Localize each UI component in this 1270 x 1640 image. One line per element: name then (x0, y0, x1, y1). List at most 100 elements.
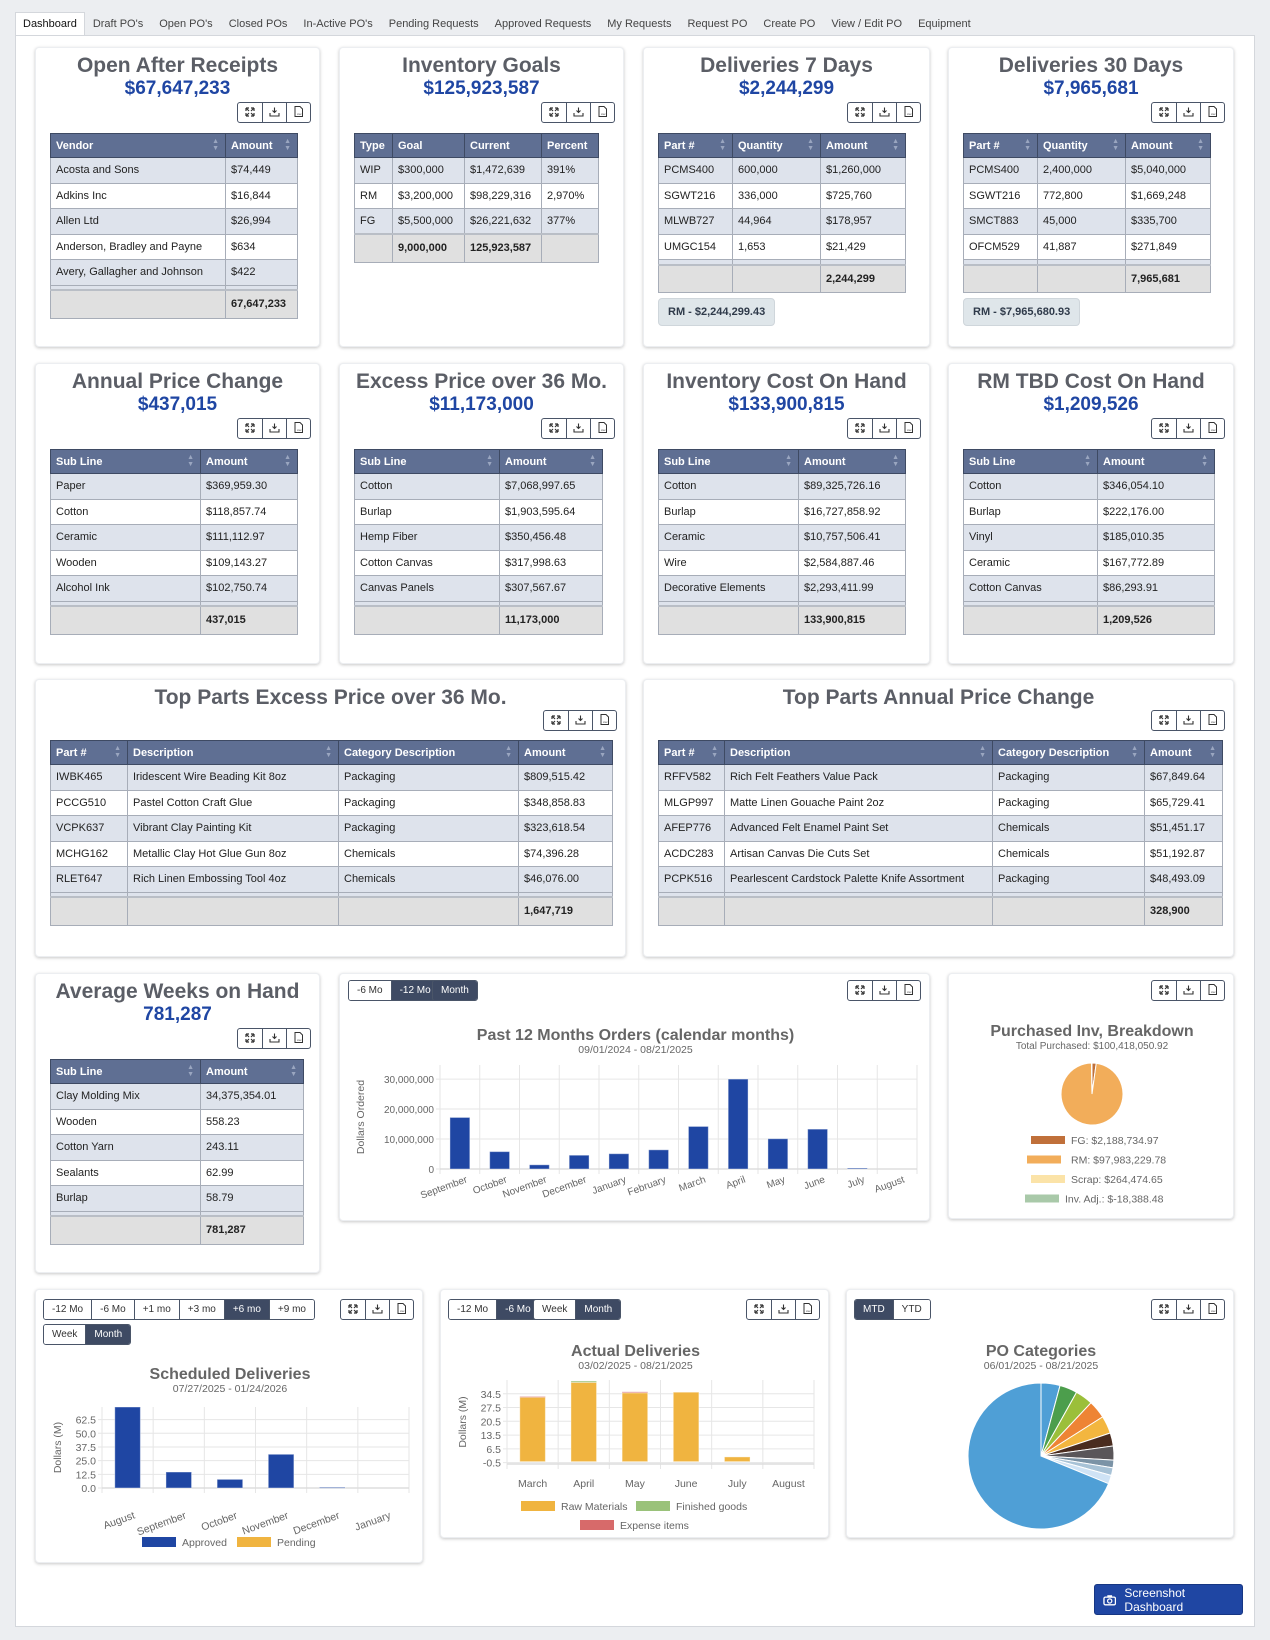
column-header[interactable]: Amount ▲ ▼ (820, 133, 906, 158)
column-header[interactable]: Vendor ▲ ▼ (50, 133, 226, 158)
range-button-month[interactable]: Month (575, 1300, 621, 1319)
table-row[interactable]: Adkins Inc $16,844 (50, 182, 298, 209)
table-row[interactable]: Clay Molding Mix 34,375,354.01 (50, 1083, 304, 1110)
range-button-week[interactable]: Week (534, 1300, 576, 1319)
download-button[interactable] (872, 419, 896, 438)
expand-button[interactable] (848, 419, 872, 438)
bar[interactable] (165, 1471, 193, 1489)
table-row[interactable]: UMGC154 1,653 $21,429 (658, 233, 906, 260)
bar[interactable] (672, 1391, 700, 1463)
tab-view-edit-po[interactable]: View / Edit PO (831, 18, 903, 30)
table-row[interactable]: Canvas Panels $307,567.67 (354, 575, 603, 602)
column-header[interactable]: Sub Line ▲ ▼ (50, 1059, 201, 1084)
range-button--12-mo[interactable]: -12 Mo (44, 1300, 92, 1319)
column-header[interactable]: Amount ▲ ▼ (499, 449, 603, 474)
range-button--6-mo[interactable]: -6 Mo (496, 1300, 539, 1319)
range-button--1-mo[interactable]: +1 mo (133, 1300, 179, 1319)
csv-file-button[interactable]: csv (1200, 711, 1224, 730)
bar[interactable] (519, 1396, 546, 1398)
csv-file-button[interactable]: csv (590, 103, 614, 122)
table-row[interactable]: PCCG510 Pastel Cotton Craft Glue Packaging… (50, 789, 613, 816)
download-button[interactable] (1176, 1300, 1200, 1319)
bar[interactable] (519, 1396, 546, 1463)
expand-button[interactable] (848, 103, 872, 122)
table-row[interactable]: Wooden 558.23 (50, 1108, 304, 1135)
bar[interactable] (489, 1151, 511, 1170)
table-row[interactable]: IWBK465 Iridescent Wire Beading Kit 8oz Pa… (50, 764, 613, 791)
csv-file-button[interactable]: csv (590, 419, 614, 438)
range-button-mtd[interactable]: MTD (855, 1300, 893, 1319)
tab-my-requests[interactable]: My Requests (607, 18, 672, 30)
table-row[interactable]: Burlap $222,176.00 (963, 498, 1215, 525)
csv-file-button[interactable]: csv (1200, 981, 1224, 1000)
table-row[interactable]: Sealants 62.99 (50, 1159, 304, 1186)
table-row[interactable]: Cotton Yarn 243.11 (50, 1134, 304, 1161)
table-row[interactable]: PCPK516 Pearlescent Cardstock Palette Kni… (658, 866, 1223, 893)
range-button--6-mo[interactable]: -6 Mo (349, 981, 391, 1000)
csv-file-button[interactable]: csv (896, 419, 920, 438)
expand-button[interactable] (747, 1300, 771, 1319)
table-row[interactable]: Vinyl $185,010.35 (963, 524, 1215, 551)
column-header[interactable]: Amount ▲ ▼ (518, 740, 613, 765)
download-button[interactable] (872, 103, 896, 122)
bar[interactable] (723, 1456, 751, 1463)
column-header[interactable]: Sub Line ▲ ▼ (963, 449, 1098, 474)
tab-open-po-s[interactable]: Open PO's (159, 18, 213, 30)
tab-request-po[interactable]: Request PO (687, 18, 748, 30)
table-row[interactable]: ACDC283 Artisan Canvas Die Cuts Set Chemic… (658, 840, 1223, 867)
screenshot-dashboard-button[interactable]: Screenshot Dashboard (1094, 1584, 1243, 1615)
tab-dashboard[interactable]: Dashboard (15, 12, 85, 36)
tab-equipment[interactable]: Equipment (918, 18, 971, 30)
expand-button[interactable] (341, 1300, 365, 1319)
table-row[interactable]: AFEP776 Advanced Felt Enamel Paint Set Che… (658, 815, 1223, 842)
expand-button[interactable] (1152, 103, 1176, 122)
table-row[interactable]: Alcohol Ink $102,750.74 (50, 575, 298, 602)
bar[interactable] (727, 1078, 749, 1170)
bar[interactable] (846, 1167, 868, 1170)
range-button--3-mo[interactable]: +3 mo (178, 1300, 224, 1319)
tab-closed-pos[interactable]: Closed POs (228, 18, 288, 30)
table-row[interactable]: Paper $369,959.30 (50, 473, 298, 500)
range-button-month[interactable]: Month (433, 981, 477, 1000)
csv-file-button[interactable]: csv (896, 103, 920, 122)
column-header[interactable]: Amount ▲ ▼ (200, 1059, 304, 1084)
range-button--6-mo[interactable]: +6 mo (223, 1300, 269, 1319)
table-row[interactable]: Wooden $109,143.27 (50, 549, 298, 576)
expand-button[interactable] (1152, 419, 1176, 438)
table-row[interactable]: Ceramic $10,757,506.41 (658, 524, 906, 551)
table-row[interactable]: WIP $300,000 $1,472,639 391% (354, 157, 599, 184)
expand-button[interactable] (238, 419, 262, 438)
table-row[interactable]: VCPK637 Vibrant Clay Painting Kit Packagin… (50, 815, 613, 842)
table-row[interactable]: RM $3,200,000 $98,229,316 2,970% (354, 182, 599, 209)
column-header[interactable]: Description ▲ ▼ (127, 740, 339, 765)
table-row[interactable]: Ceramic $167,772.89 (963, 549, 1215, 576)
table-row[interactable]: Cotton $89,325,726.16 (658, 473, 906, 500)
table-row[interactable]: Cotton Canvas $86,293.91 (963, 575, 1215, 602)
bar[interactable] (114, 1406, 141, 1489)
range-button-month[interactable]: Month (85, 1325, 131, 1344)
column-header[interactable]: Amount ▲ ▼ (1144, 740, 1223, 765)
pie-slice[interactable] (967, 1382, 1110, 1530)
column-header[interactable]: Sub Line ▲ ▼ (50, 449, 201, 474)
tab-pending-requests[interactable]: Pending Requests (388, 18, 479, 30)
table-row[interactable]: Burlap $1,903,595.64 (354, 498, 603, 525)
csv-file-button[interactable]: csv (1200, 1300, 1224, 1319)
csv-file-button[interactable]: csv (1200, 103, 1224, 122)
table-row[interactable]: OFCM529 41,887 $271,849 (963, 233, 1211, 260)
column-header[interactable]: Description ▲ ▼ (724, 740, 993, 765)
download-button[interactable] (1176, 981, 1200, 1000)
table-row[interactable]: SGWT216 336,000 $725,760 (658, 182, 906, 209)
csv-file-button[interactable]: csv (286, 103, 310, 122)
bar[interactable] (687, 1125, 709, 1170)
download-button[interactable] (1176, 711, 1200, 730)
table-row[interactable]: RFFV582 Rich Felt Feathers Value Pack Pack… (658, 764, 1223, 791)
range-button--12-mo[interactable]: -12 Mo (449, 1300, 497, 1319)
pie-slice[interactable] (1090, 1062, 1093, 1095)
table-row[interactable]: Decorative Elements $2,293,411.99 (658, 575, 906, 602)
column-header[interactable]: Amount ▲ ▼ (200, 449, 298, 474)
range-button-ytd[interactable]: YTD (892, 1300, 930, 1319)
expand-button[interactable] (542, 419, 566, 438)
expand-button[interactable] (848, 981, 872, 1000)
expand-button[interactable] (238, 103, 262, 122)
download-button[interactable] (262, 103, 286, 122)
